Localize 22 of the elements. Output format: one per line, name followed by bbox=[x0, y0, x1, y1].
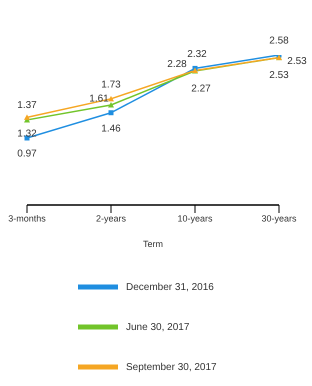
data-label: 2.53 bbox=[269, 70, 290, 82]
legend-label: December 31, 2016 bbox=[126, 282, 214, 293]
point bbox=[24, 114, 30, 120]
data-label: 1.46 bbox=[101, 123, 122, 134]
data-label: 1.37 bbox=[17, 100, 38, 112]
point bbox=[108, 96, 114, 102]
point bbox=[108, 102, 114, 108]
data-label: 2.58 bbox=[269, 36, 290, 47]
data-label: 2.27 bbox=[191, 84, 212, 95]
point bbox=[108, 110, 114, 116]
data-label: 0.97 bbox=[17, 148, 38, 160]
x-tick-label: 30-years bbox=[261, 213, 298, 224]
data-label: 2.53 bbox=[287, 56, 308, 68]
x-tick-label: 3-months bbox=[8, 213, 46, 224]
x-tick-label: 10-years bbox=[177, 213, 214, 224]
x-tick-label: 2-years bbox=[96, 213, 126, 224]
data-label: 1.73 bbox=[101, 79, 122, 90]
legend-label: June 30, 2017 bbox=[126, 322, 190, 333]
legend-label: September 30, 2017 bbox=[126, 362, 217, 373]
x-axis-title: Term bbox=[143, 239, 163, 249]
data-label: 2.28 bbox=[167, 59, 188, 70]
data-label: 2.32 bbox=[187, 49, 208, 60]
